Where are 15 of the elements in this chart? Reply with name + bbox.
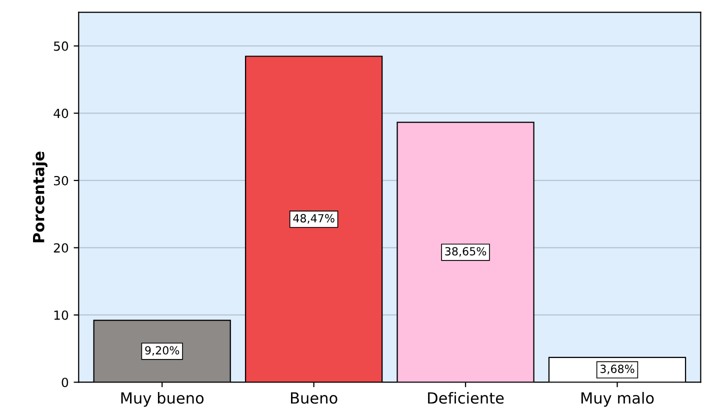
data-label: 48,47%: [293, 214, 334, 224]
x-tick-label: Muy malo: [581, 392, 654, 407]
data-label: 3,68%: [600, 364, 634, 374]
y-tick-label: 20: [54, 243, 68, 253]
y-tick-label: 40: [54, 108, 68, 118]
y-tick-label: 50: [54, 41, 68, 51]
data-label: 9,20%: [145, 346, 180, 356]
x-tick-label: Deficiente: [428, 392, 504, 404]
x-tick-label: Bueno: [291, 392, 338, 404]
y-tick-label: 0: [62, 378, 68, 388]
data-label: 38,65%: [445, 247, 486, 257]
y-tick-label: 30: [54, 176, 68, 186]
y-axis-title: Porcentaje: [32, 152, 48, 242]
y-tick-label: 10: [54, 310, 68, 320]
x-tick-label: Muy bueno: [121, 392, 204, 407]
